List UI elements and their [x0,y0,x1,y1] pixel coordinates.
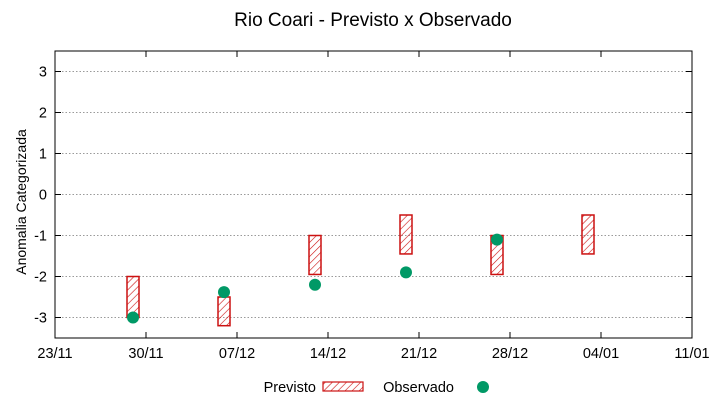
y-tick-label: 2 [39,106,47,122]
previsto-bar [217,296,231,327]
previsto-bar [308,234,322,276]
x-tick-labels: 23/11 30/11 07/12 14/12 21/12 28/12 04/01 11/01 [37,346,709,362]
y-tick-label: 3 [39,65,47,81]
observado-point [400,266,412,279]
previsto-bar [126,275,140,319]
previsto-bar [581,214,595,255]
chart-marks [126,214,595,327]
x-tick-label: 28/12 [492,346,528,362]
x-tick-label: 04/01 [583,346,619,362]
legend-label-observado: Observado [383,380,454,396]
x-tick-label: 07/12 [219,346,255,362]
y-tick-label: 1 [39,147,47,163]
y-axis-label: Anomalia Categorizada [13,129,29,275]
legend: Previsto Observado [264,380,489,396]
x-tick-label: 23/11 [37,346,72,362]
y-tick-labels: 3 2 1 0 -1 -2 -3 [34,65,47,327]
y-tick-label: -1 [34,229,47,245]
x-tick-label: 14/12 [310,346,346,362]
legend-swatch-observado [477,381,489,393]
observado-point [491,233,503,246]
x-tick-label: 11/01 [674,346,709,362]
previsto-bar [399,214,413,255]
grid-lines [55,71,692,318]
axis-ticks [54,51,693,338]
y-tick-label: -3 [34,311,47,327]
legend-label-previsto: Previsto [264,380,316,396]
observado-point [127,311,139,324]
y-tick-label: -2 [34,270,47,286]
observado-point [218,286,230,299]
legend-swatch-previsto [322,381,364,392]
x-tick-label: 30/11 [128,346,163,362]
observado-point [309,278,321,291]
x-tick-label: 21/12 [401,346,437,362]
y-tick-label: 0 [39,188,47,204]
chart-title: Rio Coari - Previsto x Observado [234,10,512,31]
